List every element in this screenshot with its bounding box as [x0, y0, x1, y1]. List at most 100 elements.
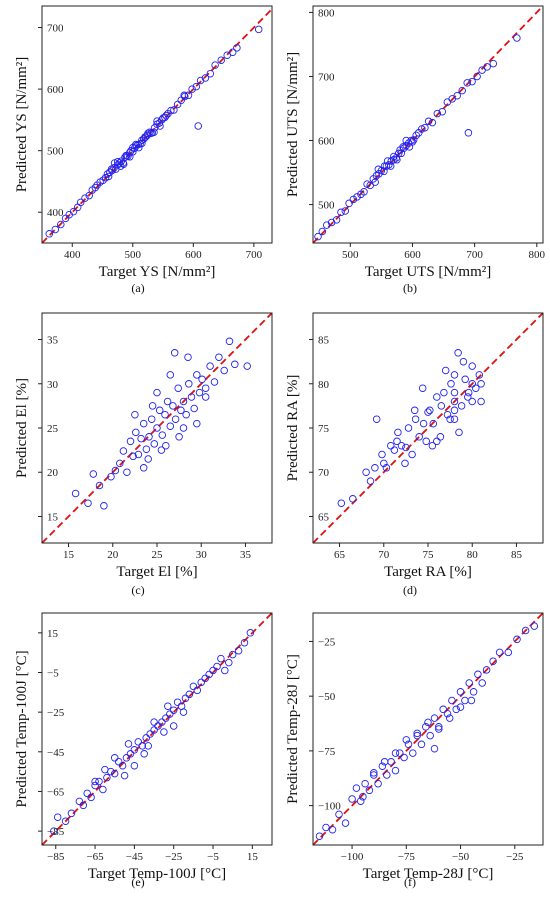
chart-f-point — [435, 725, 443, 733]
chart-b-point — [383, 157, 392, 165]
chart-c-y-tick-label: 35 — [47, 335, 59, 347]
chart-e-point — [160, 728, 168, 736]
chart-c-point — [95, 481, 104, 490]
chart-a-point — [81, 194, 89, 202]
chart-e-point — [179, 708, 188, 716]
chart-e-point — [240, 638, 249, 647]
chart-e-point — [185, 690, 194, 699]
chart-e: −85 −65 −45 −25 −5 15 −85 −65 −45 −25 −5 15 Target T… — [14, 612, 273, 889]
chart-e-y-tick-label: −85 — [47, 826, 65, 838]
chart-b-point — [473, 72, 481, 81]
chart-a-y-tick-label: 700 — [47, 23, 64, 35]
chart-f-x-tick-label: −25 — [506, 851, 524, 863]
chart-f-point — [335, 810, 343, 819]
chart-c-point — [190, 404, 198, 413]
chart-f-caption: (f) — [404, 875, 416, 889]
chart-e-point — [118, 761, 127, 770]
chart-d-point — [337, 499, 346, 507]
chart-b-point — [353, 193, 361, 201]
chart-e-y-tick-label: −5 — [47, 667, 59, 679]
chart-c-point — [193, 371, 201, 379]
chart-d-point — [468, 380, 476, 388]
chart-b-point — [318, 227, 327, 236]
chart-d-point — [440, 388, 448, 397]
chart-e-point — [197, 678, 205, 687]
chart-b-point — [402, 136, 410, 145]
chart-a-point — [254, 25, 263, 34]
chart-f-point — [315, 832, 324, 840]
chart-c-point — [182, 410, 190, 419]
chart-f-point — [391, 749, 400, 757]
chart-d-point — [450, 397, 459, 406]
chart-b-point — [433, 109, 442, 118]
chart-e-point — [154, 722, 162, 730]
chart-e-point — [103, 773, 111, 782]
chart-e-point — [209, 666, 217, 675]
chart-b-y-tick-label: 700 — [318, 71, 335, 83]
chart-b-x-tick-label: 600 — [404, 249, 421, 261]
chart-e-point — [79, 801, 88, 810]
chart-c-point — [169, 402, 177, 410]
chart-e-point — [201, 674, 209, 683]
chart-d-point — [464, 388, 473, 397]
chart-f-point — [361, 779, 369, 788]
chart-e-point — [173, 698, 182, 706]
chart-c-point — [139, 419, 148, 428]
chart-a-point — [138, 139, 146, 148]
chart-e-point — [169, 706, 178, 714]
chart-e-point — [217, 654, 225, 663]
chart-f-point — [465, 679, 473, 687]
chart-f-point — [448, 696, 456, 705]
chart-e-x-tick-label: 15 — [247, 851, 259, 863]
chart-c-x-tick-label: 20 — [107, 549, 119, 561]
chart-e-point — [221, 666, 229, 675]
chart-a-point — [104, 172, 113, 181]
chart-b-point — [385, 161, 393, 169]
chart-d-y-tick-label: 75 — [318, 423, 330, 435]
chart-f-point — [348, 795, 356, 803]
chart-b-point — [453, 91, 461, 100]
chart-f-point — [443, 709, 452, 718]
chart-b-point — [371, 178, 379, 186]
chart-e-point — [138, 742, 147, 750]
chart-d-point — [410, 406, 419, 415]
chart-c-point — [119, 447, 128, 455]
chart-f-point — [530, 622, 539, 630]
chart-c-point — [195, 388, 204, 397]
chart-c-point — [71, 489, 80, 498]
chart-e-point — [110, 769, 119, 778]
chart-f-point — [456, 703, 465, 711]
chart-f-point — [380, 758, 389, 766]
chart-a-x-tick-label: 500 — [125, 249, 142, 261]
chart-c-point — [231, 360, 239, 369]
chart-b-point — [396, 146, 404, 154]
chart-e-point — [75, 797, 84, 806]
chart-c-point — [166, 422, 175, 430]
chart-c-point — [147, 415, 156, 423]
chart-b-y-tick-label: 500 — [318, 200, 335, 212]
chart-f-point — [359, 793, 367, 801]
chart-e-point — [181, 694, 190, 703]
chart-f-point — [469, 688, 478, 696]
chart-c-point — [145, 433, 153, 441]
chart-f-point — [456, 688, 465, 696]
chart-f-point — [430, 744, 439, 753]
chart-c-point — [193, 419, 201, 428]
chart-d-point — [382, 464, 391, 472]
chart-a-point — [45, 230, 54, 238]
chart-d-point — [349, 495, 357, 503]
chart-c-y-tick-label: 25 — [47, 423, 59, 435]
chart-c-point — [187, 393, 196, 401]
chart-d-point — [437, 402, 446, 410]
chart-e-point — [50, 827, 58, 835]
chart-d-point — [433, 393, 441, 401]
chart-e-point — [130, 746, 139, 754]
chart-f-point — [322, 823, 330, 832]
chart-c-point — [137, 434, 145, 443]
chart-b-point — [332, 216, 341, 224]
chart-d-point — [477, 397, 485, 406]
chart-c-point — [132, 428, 140, 437]
chart-c-point — [107, 472, 115, 481]
chart-c-point — [134, 450, 143, 459]
chart-c-point — [150, 440, 159, 448]
